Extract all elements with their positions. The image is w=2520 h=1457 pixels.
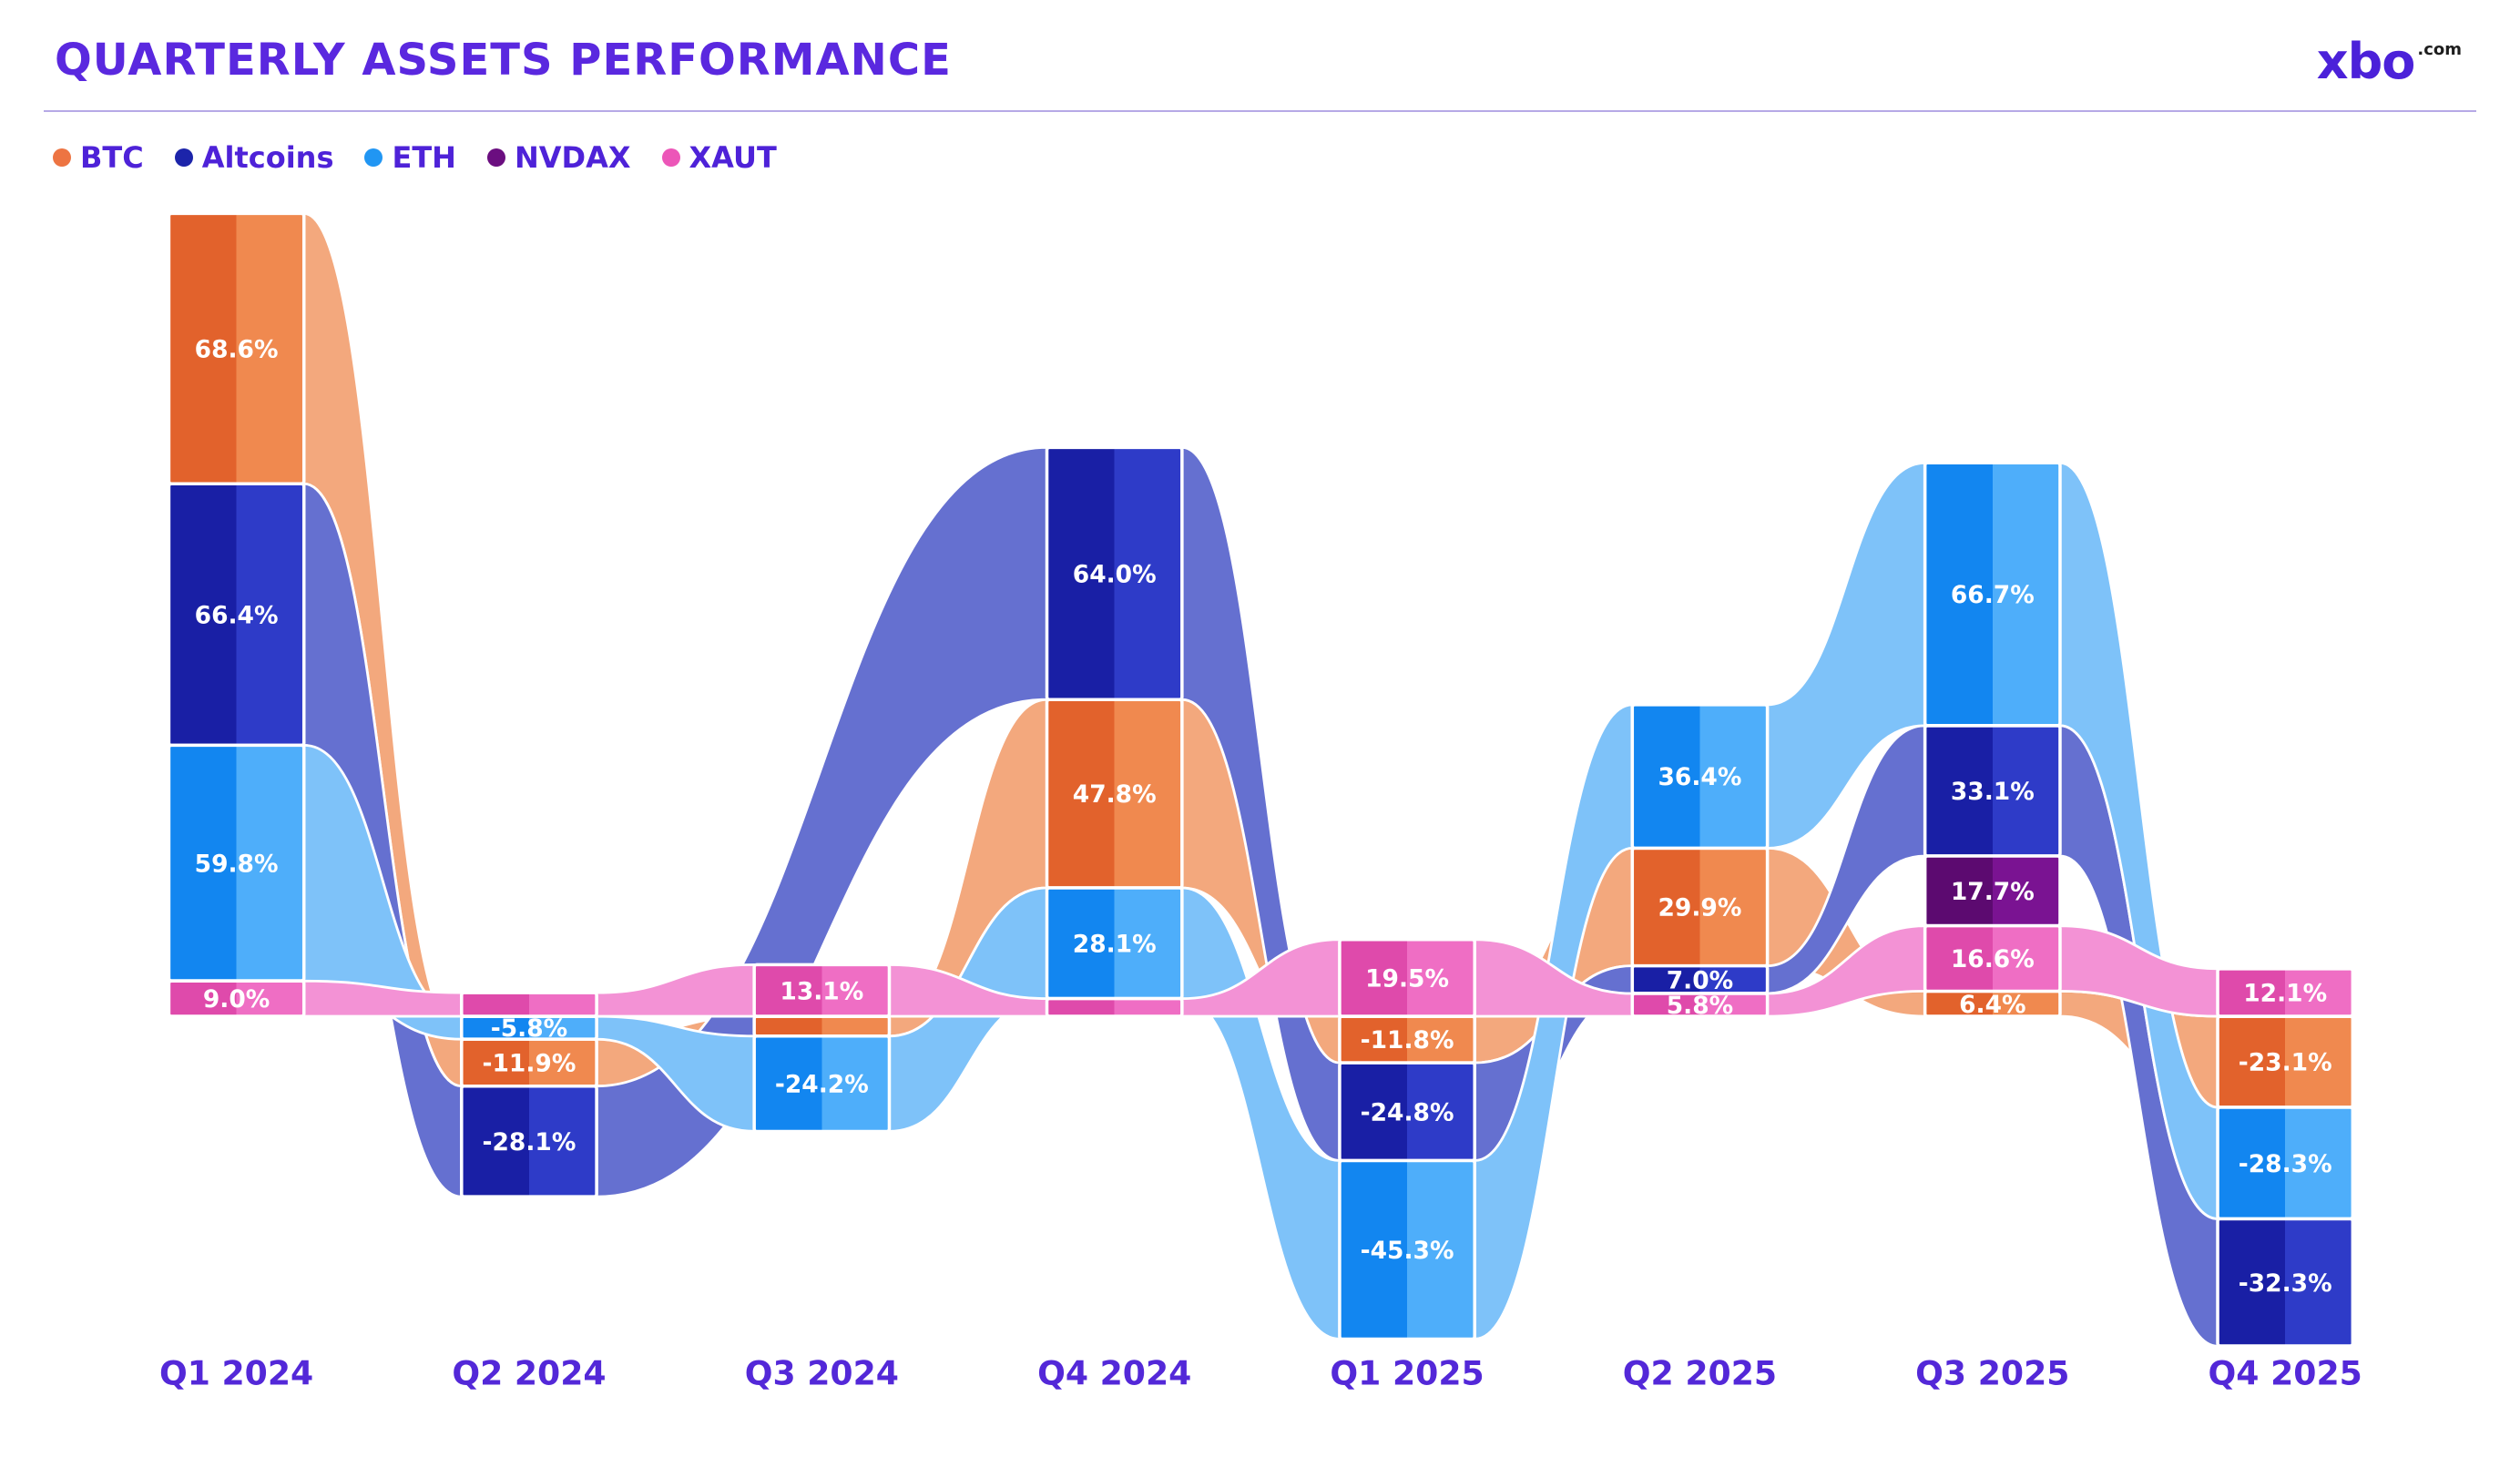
node-btc-q3-2024 xyxy=(752,1014,892,1038)
value-label-altcoins-q4-2025: -32.3% xyxy=(2239,1269,2332,1298)
btc-legend-dot-icon xyxy=(53,148,71,167)
altcoins-legend-dot-icon xyxy=(174,148,193,167)
value-labels-layer: 68.6% -11.9% 47.8% -11.8% 29.9% 6.4% -23.1% 66.… xyxy=(195,335,2332,1298)
node-xaut-q2-2025 xyxy=(1630,992,1770,1018)
legend-item-btc: BTC xyxy=(53,140,144,175)
node-eth-q2-2025 xyxy=(1630,703,1770,851)
x-axis-label-q2-2025: Q2 2025 xyxy=(1623,1353,1777,1392)
value-label-btc-q3-2025: 6.4% xyxy=(1959,991,2025,1019)
value-label-eth-q2-2025: 36.4% xyxy=(1658,763,1742,791)
value-label-altcoins-q1-2024: 66.4% xyxy=(195,601,279,629)
node-xaut-q4-2025 xyxy=(2216,967,2355,1018)
legend-label-nvdax: NVDAX xyxy=(514,140,631,175)
x-axis-label-q1-2025: Q1 2025 xyxy=(1330,1353,1484,1392)
node-xaut-q1-2025 xyxy=(1338,937,1476,1018)
header-divider xyxy=(44,110,2476,112)
value-label-btc-q1-2024: 68.6% xyxy=(195,335,279,363)
legend-label-altcoins: Altcoins xyxy=(201,140,334,175)
value-label-nvdax-q3-2025: 17.7% xyxy=(1951,878,2035,906)
node-xaut-q4-2024 xyxy=(1045,996,1184,1018)
xaut-legend-dot-icon xyxy=(661,148,680,167)
value-label-btc-q2-2025: 29.9% xyxy=(1658,894,1742,922)
node-eth-q3-2024 xyxy=(752,1034,892,1134)
value-label-xaut-q4-2025: 12.1% xyxy=(2243,979,2327,1007)
value-label-btc-q4-2024: 47.8% xyxy=(1073,780,1157,809)
node-eth-q1-2025 xyxy=(1338,1158,1476,1341)
x-axis-label-q4-2025: Q4 2025 xyxy=(2209,1353,2362,1392)
logo-text: xbo xyxy=(2316,33,2416,90)
value-label-altcoins-q2-2024: -28.1% xyxy=(483,1128,576,1156)
value-label-altcoins-q4-2024: 64.0% xyxy=(1073,560,1157,588)
x-axis-layer: Q1 2024 Q2 2024 Q3 2024 Q4 2024 Q1 2025 Q2 20… xyxy=(159,1353,2362,1392)
value-label-xaut-q3-2025: 16.6% xyxy=(1951,945,2035,973)
x-axis-label-q3-2024: Q3 2024 xyxy=(745,1353,899,1392)
value-label-altcoins-q3-2025: 33.1% xyxy=(1951,778,2035,806)
value-label-eth-q1-2025: -45.3% xyxy=(1361,1237,1454,1265)
value-label-btc-q4-2025: -23.1% xyxy=(2239,1049,2332,1077)
value-label-eth-q3-2025: 66.7% xyxy=(1951,581,2035,609)
value-label-xaut-q1-2024: 9.0% xyxy=(203,985,270,1014)
node-altcoins-q4-2024 xyxy=(1045,445,1184,701)
x-axis-label-q3-2025: Q3 2025 xyxy=(1915,1353,2069,1392)
value-label-eth-q4-2024: 28.1% xyxy=(1073,930,1157,958)
value-label-eth-q1-2024: 59.8% xyxy=(195,850,279,878)
value-label-xaut-q3-2024: 13.1% xyxy=(780,977,863,1005)
legend-item-xaut: XAUT xyxy=(661,140,777,175)
eth-legend-dot-icon xyxy=(364,148,383,167)
legend-item-altcoins: Altcoins xyxy=(174,140,334,175)
node-altcoins-q2-2024 xyxy=(460,1084,598,1198)
value-label-altcoins-q1-2025: -24.8% xyxy=(1361,1098,1454,1126)
node-xaut-q1-2024 xyxy=(167,979,306,1018)
nodes-layer xyxy=(167,211,2355,1348)
node-eth-q4-2025 xyxy=(2216,1105,2355,1221)
xbo-logo: xbo .com xyxy=(2316,33,2462,90)
value-label-eth-q2-2024: -5.8% xyxy=(491,1014,567,1043)
node-xaut-q2-2024 xyxy=(460,991,598,1018)
ribbon-eth-q2-2024-to-q3-2024 xyxy=(595,1014,756,1133)
chart-legend: BTC Altcoins ETH NVDAX XAUT xyxy=(53,140,777,175)
node-xaut-q3-2024 xyxy=(752,963,892,1018)
legend-label-xaut: XAUT xyxy=(689,140,777,175)
node-xaut-q3-2025 xyxy=(1923,923,2062,993)
value-label-xaut-q1-2025: 19.5% xyxy=(1365,964,1449,993)
legend-label-btc: BTC xyxy=(80,140,144,175)
x-axis-label-q1-2024: Q1 2024 xyxy=(159,1353,313,1392)
x-axis-label-q4-2024: Q4 2024 xyxy=(1037,1353,1191,1392)
legend-label-eth: ETH xyxy=(392,140,456,175)
logo-suffix: .com xyxy=(2417,40,2462,59)
value-label-eth-q3-2024: -24.2% xyxy=(775,1071,869,1099)
node-eth-q3-2025 xyxy=(1923,461,2062,728)
value-label-xaut-q2-2025: 5.8% xyxy=(1667,992,1733,1020)
value-label-altcoins-q2-2025: 7.0% xyxy=(1667,966,1733,994)
value-label-btc-q2-2024: -11.9% xyxy=(483,1049,576,1077)
value-label-btc-q1-2025: -11.8% xyxy=(1361,1026,1454,1055)
legend-item-eth: ETH xyxy=(364,140,456,175)
page-title: QUARTERLY ASSETS PERFORMANCE xyxy=(55,35,952,86)
value-label-eth-q4-2025: -28.3% xyxy=(2239,1150,2332,1178)
legend-item-nvdax: NVDAX xyxy=(486,140,631,175)
x-axis-label-q2-2024: Q2 2024 xyxy=(452,1353,606,1392)
nvdax-legend-dot-icon xyxy=(486,148,505,167)
ribbon-xaut-q2-2024-to-q3-2024 xyxy=(595,963,756,1018)
ribbon-xaut-q1-2024-to-q2-2024 xyxy=(302,979,464,1018)
